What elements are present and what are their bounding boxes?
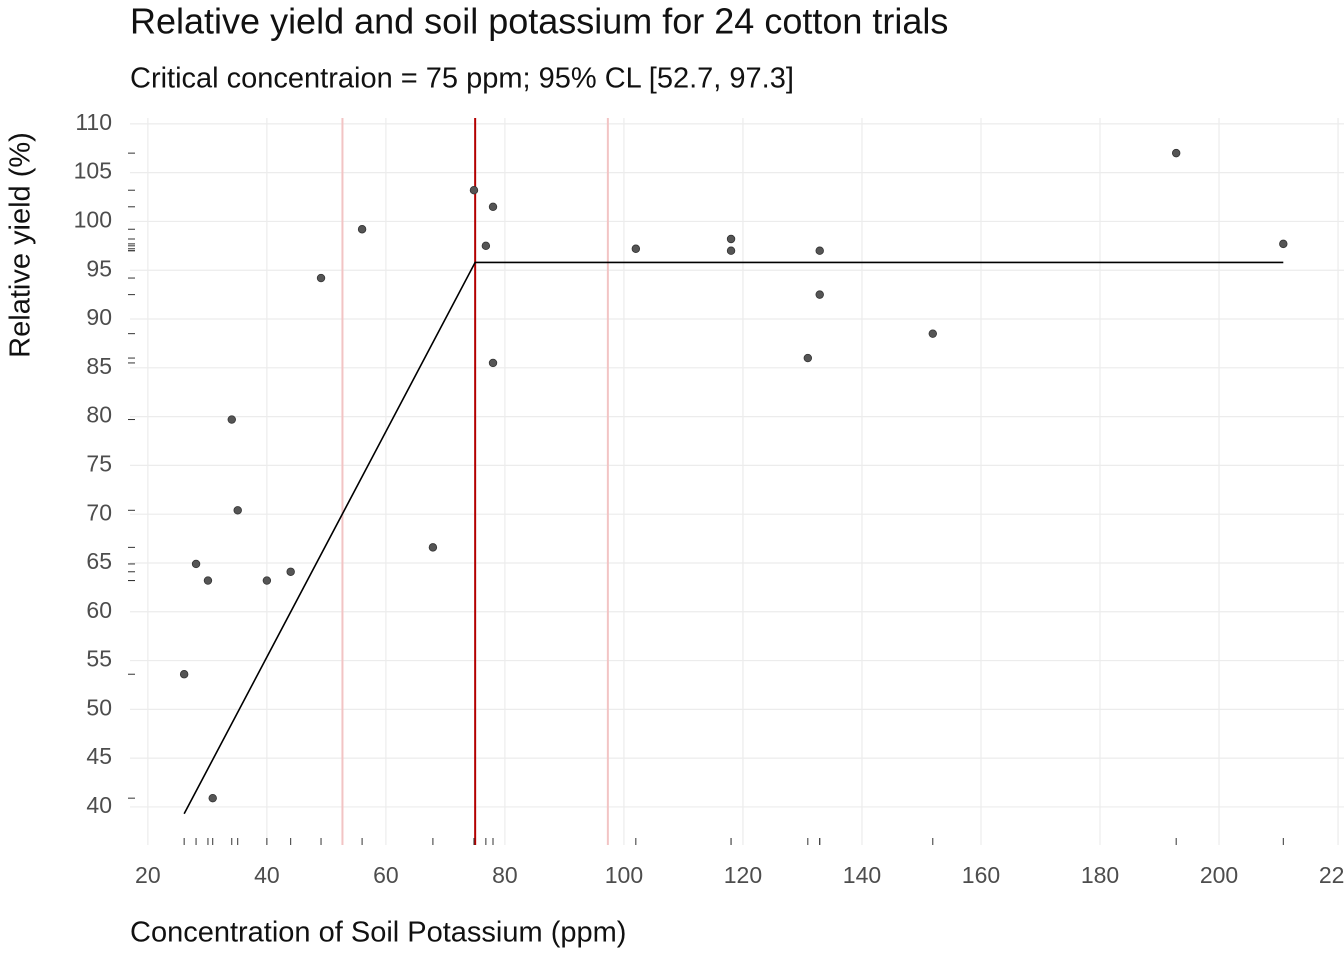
point (428, 543, 438, 552)
x-tick-label: 60 (373, 862, 399, 888)
y-tick-label: 60 (86, 597, 112, 623)
point (179, 670, 189, 679)
point (726, 234, 736, 244)
x-tick-label: 20 (135, 862, 161, 888)
x-tick-label: 80 (492, 862, 518, 888)
y-tick-label: 45 (86, 743, 112, 769)
y-tick-label: 85 (86, 353, 112, 379)
y-tick-label: 75 (86, 450, 112, 476)
x-tick-label: 220 (1319, 862, 1344, 888)
point (316, 273, 326, 283)
point (469, 186, 479, 195)
point (203, 576, 213, 585)
x-tick-label: 160 (962, 862, 1000, 888)
y-tick-label: 65 (86, 548, 112, 574)
y-tick-label: 80 (86, 402, 112, 428)
x-tick-label: 200 (1200, 862, 1238, 888)
fit-line (183, 261, 1284, 815)
point (286, 567, 295, 576)
x-tick-label: 120 (724, 862, 762, 888)
point (233, 506, 242, 515)
x-tick-label: 40 (254, 862, 280, 888)
chart-subtitle: Critical concentraion = 75 ppm; 95% CL [… (130, 63, 794, 95)
point (357, 225, 367, 234)
y-tick-label: 100 (74, 207, 112, 233)
point (227, 415, 236, 424)
y-tick-label: 90 (86, 304, 112, 330)
point (481, 241, 491, 251)
y-tick-label: 50 (86, 694, 112, 720)
point (803, 353, 813, 363)
x-tick-label: 180 (1081, 862, 1119, 888)
point (815, 290, 824, 299)
point (488, 358, 498, 368)
point (815, 246, 824, 255)
point (1279, 239, 1288, 249)
point (191, 559, 201, 569)
y-tick-label: 70 (86, 499, 112, 525)
x-axis-title: Concentration of Soil Potassium (ppm) (130, 917, 626, 949)
point (726, 246, 736, 255)
y-tick-label: 110 (75, 109, 112, 135)
point (208, 793, 217, 803)
point (262, 576, 272, 585)
y-axis-title: Relative yield (%) (5, 132, 37, 358)
point (488, 202, 498, 212)
y-tick-label: 40 (86, 792, 112, 818)
y-tick-label: 105 (74, 158, 112, 184)
point (1171, 148, 1181, 158)
y-tick-label: 55 (86, 646, 112, 672)
y-tick-label: 95 (86, 255, 112, 281)
point (631, 244, 641, 253)
point (928, 329, 937, 338)
chart-title: Relative yield and soil potassium for 24… (130, 1, 948, 42)
x-tick-label: 100 (605, 862, 643, 888)
x-tick-label: 140 (843, 862, 881, 888)
